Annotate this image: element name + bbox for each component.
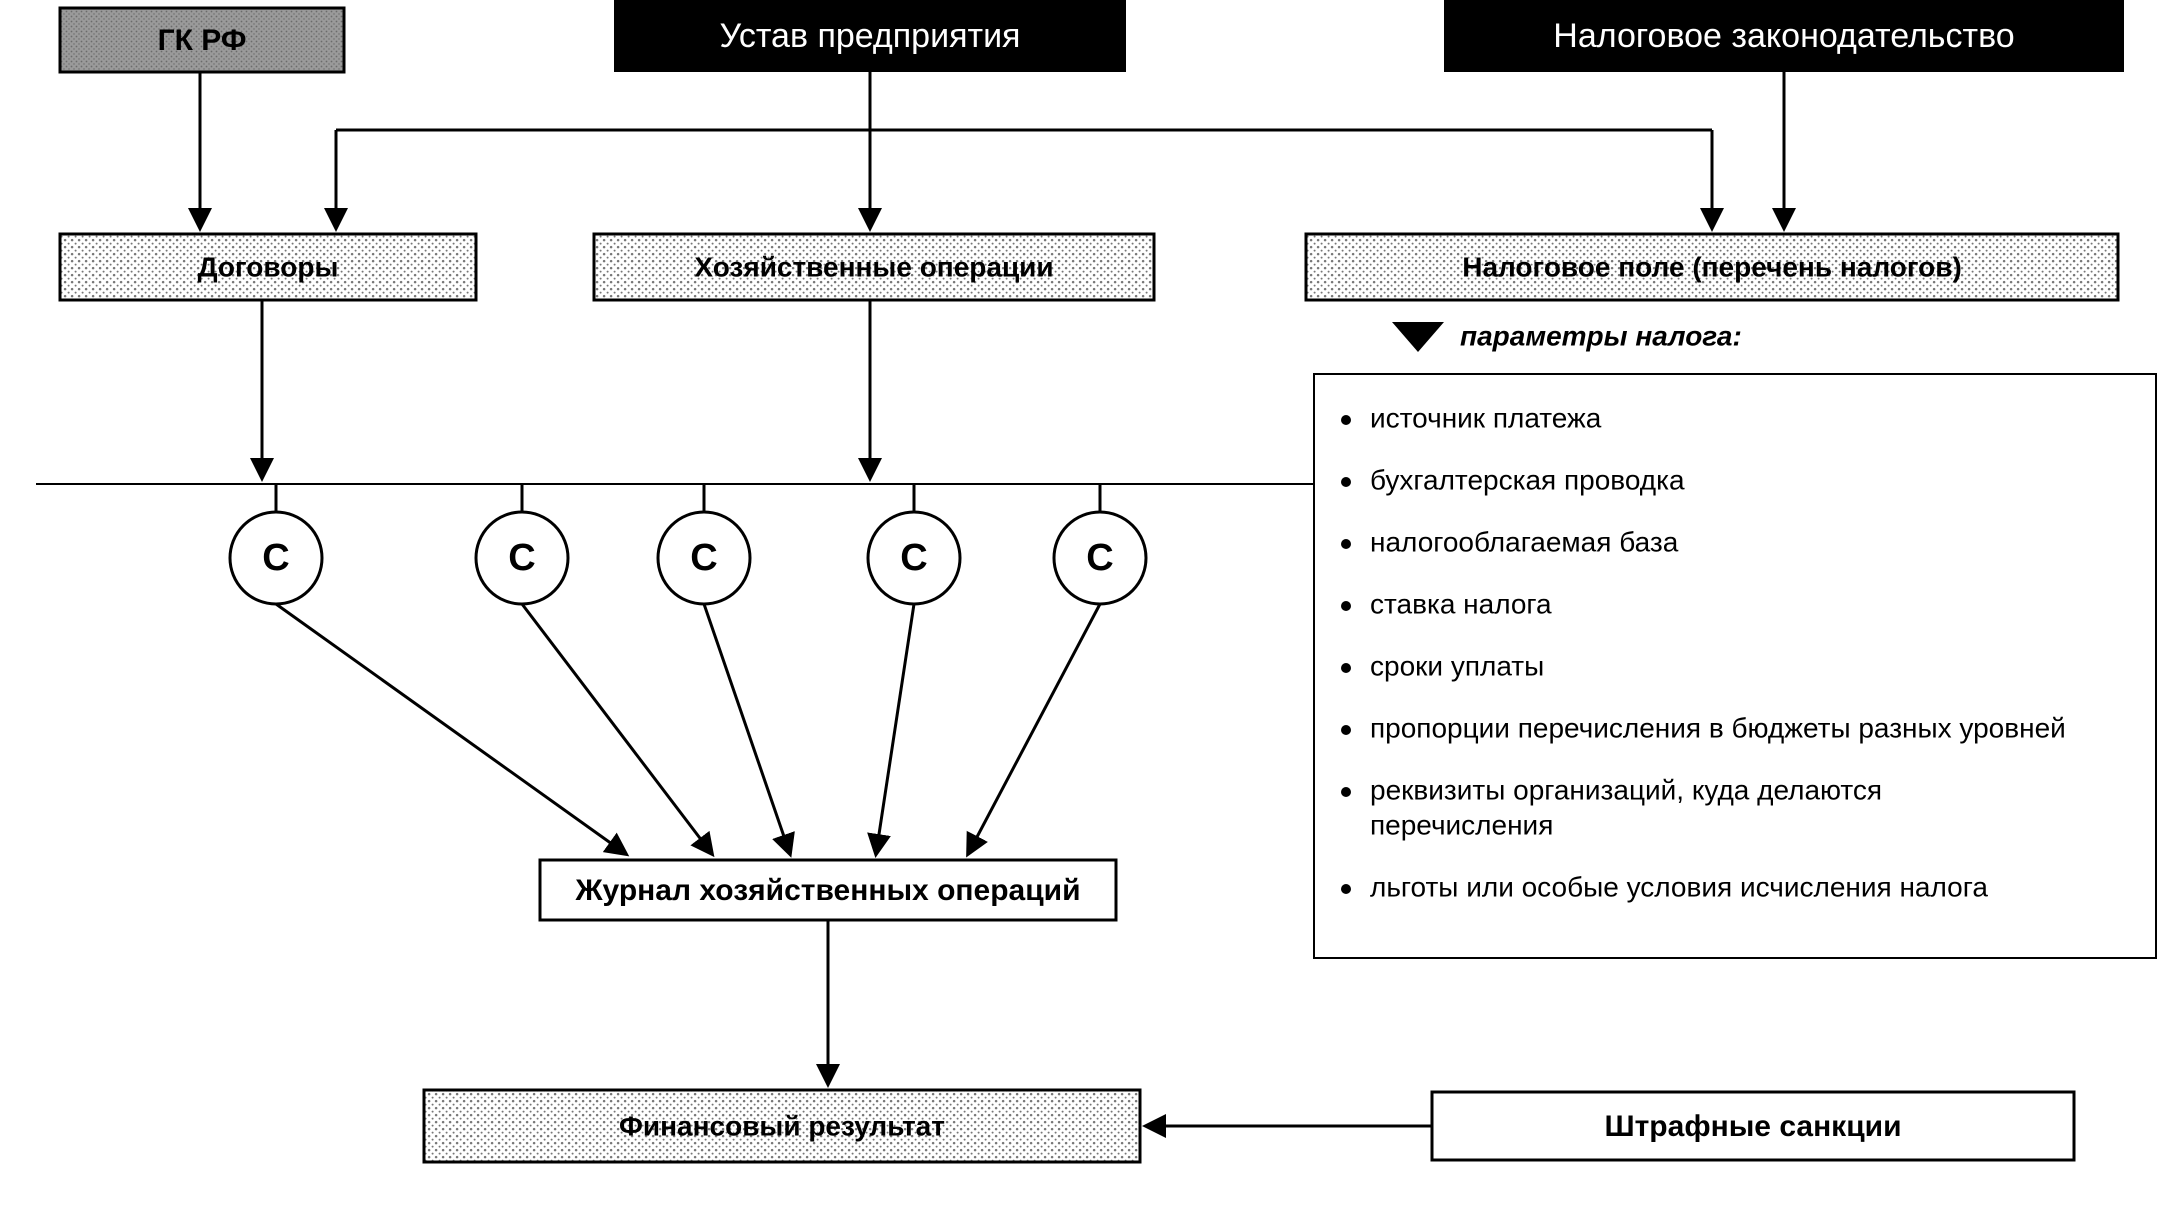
arrow-11 <box>704 604 790 854</box>
bullet-text-7: льготы или особые условия исчисления нал… <box>1370 871 1988 902</box>
bullet-text-6: реквизиты организаций, куда делаются <box>1370 774 1882 805</box>
bullet-text-0: источник платежа <box>1370 402 1602 433</box>
bullet-dot-7 <box>1341 884 1351 894</box>
arrow-10 <box>522 604 712 854</box>
label-nalog_pole: Налоговое поле (перечень налогов) <box>1462 251 1962 282</box>
bullet-dot-1 <box>1341 477 1351 487</box>
label-nalog_zak: Налоговое законодательство <box>1553 17 2014 55</box>
triangle-marker-icon <box>1392 322 1444 352</box>
bullet-text-1: бухгалтерская проводка <box>1370 464 1685 495</box>
label-gk_rf: ГК РФ <box>158 24 247 57</box>
label-dogovory: Договоры <box>198 251 339 282</box>
bullet-dot-3 <box>1341 601 1351 611</box>
bullet-text-6-line1: перечисления <box>1370 809 1553 840</box>
label-ustav: Устав предприятия <box>720 17 1021 55</box>
bullet-dot-5 <box>1341 725 1351 735</box>
bullet-text-3: ставка налога <box>1370 588 1552 619</box>
bullet-text-4: сроки уплаты <box>1370 650 1544 681</box>
bullet-text-5: пропорции перечисления в бюджеты разных … <box>1370 712 2066 743</box>
circle-label-0: С <box>262 537 289 579</box>
circle-label-1: С <box>508 537 535 579</box>
label-hoz_ops: Хозяйственные операции <box>694 251 1053 282</box>
arrow-12 <box>876 604 914 854</box>
label-journal: Журнал хозяйственных операций <box>574 874 1080 907</box>
label-penalties: Штрафные санкции <box>1604 1110 1901 1143</box>
bullet-dot-0 <box>1341 415 1351 425</box>
bullet-dot-2 <box>1341 539 1351 549</box>
bullet-text-2: налогооблагаемая база <box>1370 526 1679 557</box>
circle-label-4: С <box>1086 537 1113 579</box>
circle-label-2: С <box>690 537 717 579</box>
bullet-dot-4 <box>1341 663 1351 673</box>
param-title: параметры налога: <box>1460 320 1742 351</box>
circle-label-3: С <box>900 537 927 579</box>
arrow-13 <box>968 604 1100 854</box>
arrow-9 <box>276 604 626 854</box>
bullet-dot-6 <box>1341 787 1351 797</box>
label-fin_result: Финансовый результат <box>619 1110 945 1141</box>
